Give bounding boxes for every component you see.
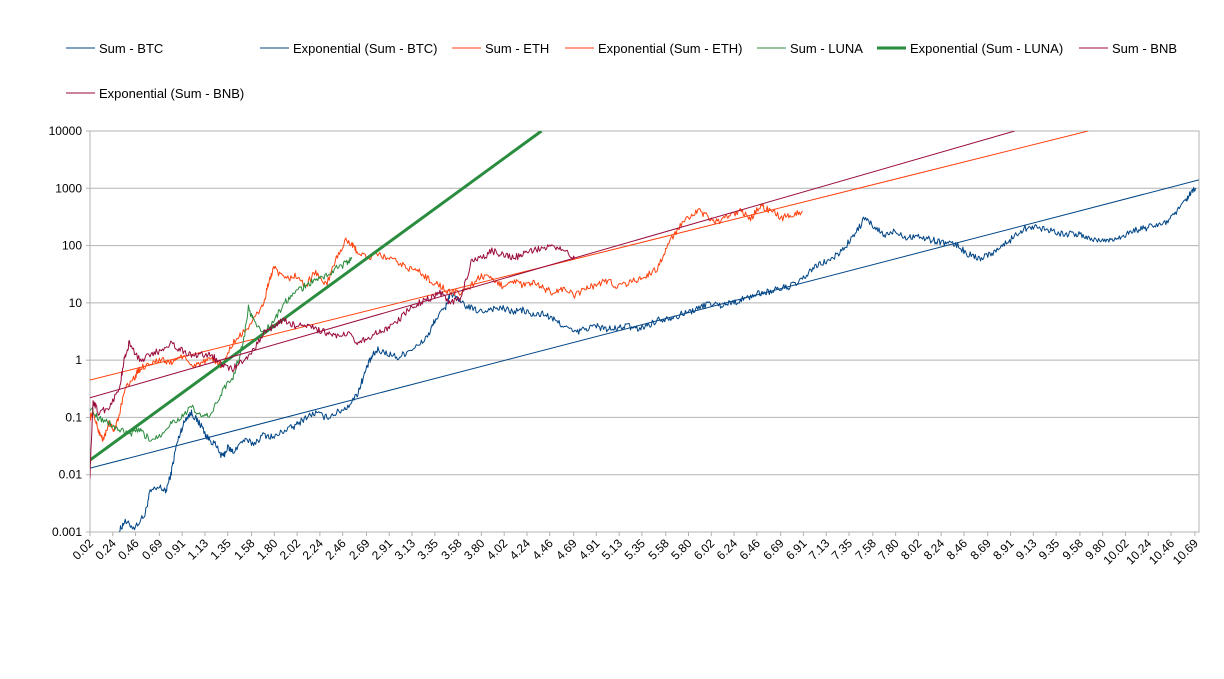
- legend-label-exponential-sum-btc: Exponential (Sum - BTC): [293, 41, 438, 56]
- x-tick-label: 8.69: [967, 536, 994, 563]
- x-tick-label: 0.91: [162, 536, 189, 563]
- y-tick-label: 1000: [55, 181, 82, 195]
- series-line-exponential-sum-bnb: [90, 131, 1015, 399]
- x-tick-label: 2.02: [277, 536, 304, 563]
- plot-area: [89, 130, 1200, 533]
- series-line-sum-bnb: [90, 244, 576, 479]
- x-tick-label: 4.91: [576, 536, 603, 563]
- x-tick-label: 6.91: [783, 536, 810, 563]
- x-tick-label: 6.69: [760, 536, 787, 563]
- x-tick-label: 7.80: [875, 536, 902, 563]
- legend-label-sum-luna: Sum - LUNA: [790, 41, 863, 56]
- x-tick-label: 4.24: [507, 536, 534, 563]
- y-tick-label: 100: [62, 239, 82, 253]
- y-tick-label: 10000: [49, 124, 83, 138]
- series-line-sum-luna: [90, 257, 353, 442]
- x-tick-label: 0.24: [92, 536, 119, 563]
- x-tick-label: 1.58: [231, 536, 258, 563]
- x-tick-label: 1.80: [254, 536, 281, 563]
- x-tick-label: 2.24: [300, 536, 327, 563]
- x-tick-label: 3.13: [392, 536, 419, 563]
- x-tick-label: 1.13: [185, 536, 212, 563]
- x-tick-label: 3.35: [415, 536, 442, 563]
- legend-label-sum-bnb: Sum - BNB: [1112, 41, 1177, 56]
- series-line-exponential-sum-eth: [90, 131, 1089, 381]
- y-tick-label: 0.1: [65, 410, 82, 424]
- x-tick-label: 4.02: [484, 536, 511, 563]
- x-tick-label: 5.35: [622, 536, 649, 563]
- legend-label-sum-btc: Sum - BTC: [99, 41, 163, 56]
- x-tick-label: 7.58: [853, 536, 880, 563]
- x-tick-label: 8.46: [944, 536, 971, 563]
- x-tick-label: 3.58: [438, 536, 465, 563]
- x-tick-label: 7.13: [806, 536, 833, 563]
- x-tick-label: 9.58: [1060, 536, 1087, 563]
- x-tick-label: 2.46: [322, 536, 349, 563]
- x-tick-label: 0.02: [70, 536, 97, 563]
- x-tick-label: 5.58: [645, 536, 672, 563]
- legend-label-sum-eth: Sum - ETH: [485, 41, 549, 56]
- series-line-sum-btc: [119, 186, 1197, 532]
- y-tick-label: 0.001: [52, 525, 82, 539]
- x-tick-label: 4.46: [529, 536, 556, 563]
- legend-label-exponential-sum-eth: Exponential (Sum - ETH): [598, 41, 743, 56]
- series-line-exponential-sum-luna: [90, 131, 543, 462]
- y-tick-label: 1: [75, 353, 82, 367]
- x-tick-label: 2.69: [346, 536, 373, 563]
- legend-label-exponential-sum-luna: Exponential (Sum - LUNA): [910, 41, 1063, 56]
- x-tick-label: 1.35: [207, 536, 234, 563]
- x-tick-label: 0.46: [115, 536, 142, 563]
- x-tick-label: 2.91: [369, 536, 396, 563]
- x-tick-label: 0.69: [139, 536, 166, 563]
- x-tick-label: 9.13: [1013, 536, 1040, 563]
- x-tick-label: 6.24: [714, 536, 741, 563]
- x-tick-label: 8.02: [898, 536, 925, 563]
- x-tick-label: 7.35: [829, 536, 856, 563]
- series-line-sum-eth: [90, 203, 803, 442]
- x-tick-label: 10.46: [1146, 536, 1177, 567]
- y-tick-label: 10: [69, 296, 83, 310]
- x-tick-label: 8.91: [990, 536, 1017, 563]
- x-tick-label: 5.13: [599, 536, 626, 563]
- x-tick-label: 6.46: [737, 536, 764, 563]
- legend-label-exponential-sum-bnb: Exponential (Sum - BNB): [99, 86, 244, 101]
- x-tick-label: 9.35: [1036, 536, 1063, 563]
- y-tick-label: 0.01: [59, 468, 83, 482]
- x-tick-label: 6.02: [691, 536, 718, 563]
- x-tick-label: 10.69: [1170, 536, 1201, 567]
- x-tick-label: 8.24: [921, 536, 948, 563]
- series-line-exponential-sum-btc: [90, 179, 1199, 469]
- x-tick-label: 5.80: [668, 536, 695, 563]
- x-tick-label: 4.69: [553, 536, 580, 563]
- x-tick-label: 3.80: [461, 536, 488, 563]
